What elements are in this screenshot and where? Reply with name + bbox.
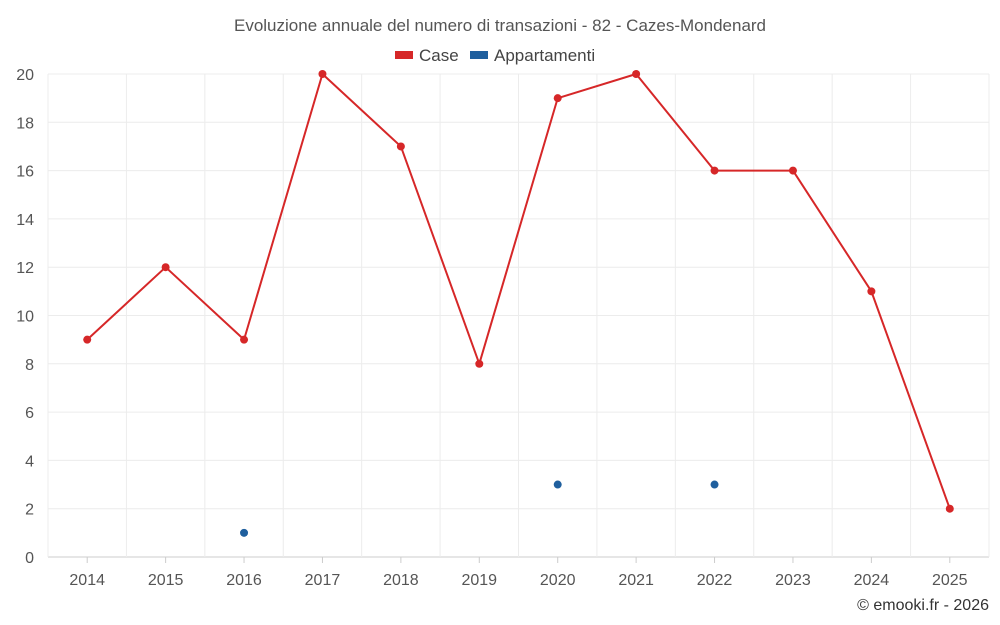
x-tick-label: 2023 xyxy=(775,572,811,589)
grid xyxy=(47,73,990,558)
data-point-case[interactable] xyxy=(396,142,405,151)
axes: 0 2 4 6 8 10 12 14 16 18 20 2014 2015 2016 2017 2018 201… xyxy=(16,67,967,589)
legend-swatch-case xyxy=(395,51,413,59)
y-tick-label: 18 xyxy=(16,115,34,132)
x-tick-label: 2021 xyxy=(618,572,654,589)
y-tick-label: 16 xyxy=(16,164,34,181)
x-tick-label: 2015 xyxy=(148,572,184,589)
data-point-case[interactable] xyxy=(318,70,327,78)
data-point-case[interactable] xyxy=(945,504,954,513)
data-point-case[interactable] xyxy=(710,166,719,175)
x-tick-label: 2014 xyxy=(69,572,105,589)
data-point-appartamenti[interactable] xyxy=(240,528,249,537)
y-tick-label: 6 xyxy=(25,405,34,422)
data-point-case[interactable] xyxy=(632,70,641,78)
series xyxy=(83,70,954,537)
data-point-appartamenti[interactable] xyxy=(553,480,562,489)
legend-label-case[interactable]: Case xyxy=(419,46,459,65)
x-tick-label: 2017 xyxy=(305,572,341,589)
x-tick-label: 2025 xyxy=(932,572,968,589)
x-tick-label: 2016 xyxy=(226,572,262,589)
x-tick-label: 2024 xyxy=(854,572,890,589)
x-tick-label: 2018 xyxy=(383,572,419,589)
data-point-case[interactable] xyxy=(161,263,170,272)
x-tick-label: 2022 xyxy=(697,572,733,589)
series-line-case xyxy=(86,73,951,510)
legend-swatch-appartamenti xyxy=(470,51,488,59)
x-tick-label: 2020 xyxy=(540,572,576,589)
y-tick-label: 2 xyxy=(25,502,34,519)
y-tick-label: 8 xyxy=(25,357,34,374)
data-point-case[interactable] xyxy=(475,359,484,368)
data-point-case[interactable] xyxy=(788,166,797,175)
y-tick-label: 0 xyxy=(25,550,34,567)
y-tick-label: 20 xyxy=(16,67,34,84)
y-tick-label: 14 xyxy=(16,212,34,229)
chart-title: Evoluzione annuale del numero di transaz… xyxy=(234,16,766,35)
credit-text: © emooki.fr - 2026 xyxy=(857,597,989,614)
data-point-case[interactable] xyxy=(553,94,562,103)
y-tick-label: 10 xyxy=(16,309,34,326)
legend: Case Appartamenti xyxy=(395,46,595,65)
y-tick-label: 12 xyxy=(16,260,34,277)
data-point-case[interactable] xyxy=(83,335,92,344)
x-tick-label: 2019 xyxy=(461,572,497,589)
data-point-case[interactable] xyxy=(867,287,876,296)
data-point-appartamenti[interactable] xyxy=(710,480,719,489)
y-tick-label: 4 xyxy=(25,453,34,470)
legend-label-appartamenti[interactable]: Appartamenti xyxy=(494,46,595,65)
data-point-case[interactable] xyxy=(240,335,249,344)
